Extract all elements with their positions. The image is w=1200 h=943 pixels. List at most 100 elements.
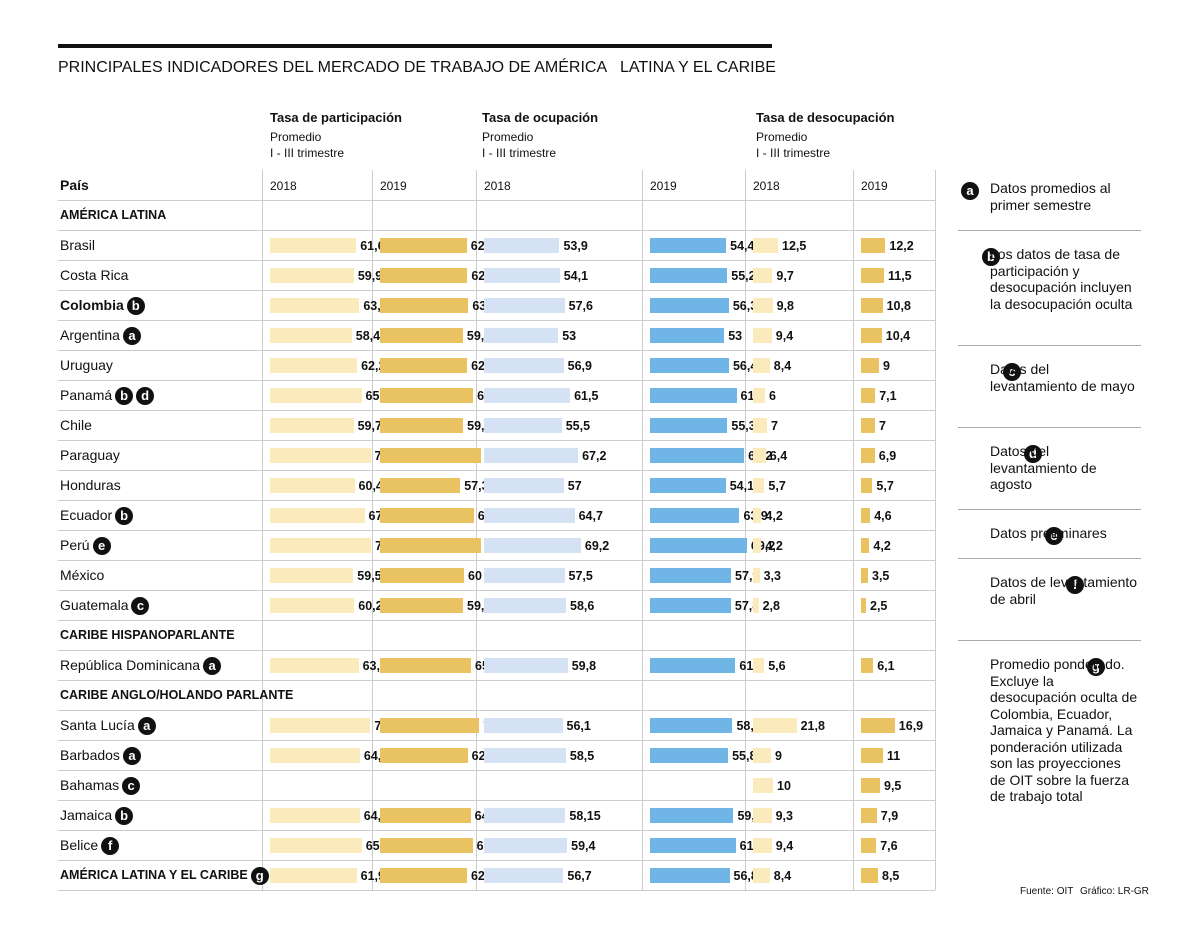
row-line [58, 680, 935, 681]
row-line [58, 260, 935, 261]
value-label: 10 [777, 779, 791, 793]
value-label: 6,4 [769, 449, 788, 463]
note-badge: a [122, 327, 141, 346]
note-key: d [1024, 445, 1042, 463]
country-name: Jamaica [60, 807, 113, 823]
row-line [58, 800, 935, 801]
value-label: 56,4 [732, 359, 758, 373]
bar [650, 478, 726, 493]
value-label: 64,7 [578, 509, 603, 523]
bar [753, 808, 772, 823]
value-label: 58,15 [569, 809, 601, 823]
bar [650, 508, 740, 523]
bar [380, 238, 467, 253]
country-name: Guatemala [60, 597, 129, 613]
country-name: Barbados [60, 747, 120, 763]
value-label: 4,6 [874, 509, 892, 523]
bar [753, 568, 760, 583]
bar [650, 358, 729, 373]
note-badge: b [115, 807, 134, 826]
value-label: 57,6 [568, 299, 593, 313]
bar [861, 778, 880, 793]
bar [484, 388, 571, 403]
value-label: 61,6 [360, 239, 385, 253]
bar [861, 478, 873, 493]
row-line [58, 200, 935, 201]
bar [484, 508, 575, 523]
country-name: AMÉRICA LATINA Y EL CARIBE [60, 868, 248, 882]
group-period: I - III trimestre [482, 146, 557, 160]
country-cell: Uruguay [60, 356, 113, 374]
bar [484, 238, 560, 253]
row-line [58, 860, 935, 861]
note-text: Los datos de tasa de participación y des… [990, 246, 1133, 312]
bar [380, 658, 471, 673]
note-badge: a [122, 747, 141, 766]
note-separator [958, 345, 1141, 346]
value-label: 4,2 [765, 539, 783, 553]
year-label: 2019 [861, 179, 888, 193]
value-label: 56,9 [567, 359, 592, 373]
bar [270, 748, 360, 763]
value-label: 11,5 [888, 269, 912, 283]
country-cell: Chile [60, 416, 92, 434]
value-label: 16,9 [898, 719, 924, 733]
bar [650, 238, 727, 253]
row-line [58, 620, 935, 621]
bar [270, 838, 362, 853]
bar [753, 868, 770, 883]
value-label: 7,1 [879, 389, 897, 403]
bar [484, 358, 564, 373]
bar [650, 268, 728, 283]
note-text: Datos del levantamiento de mayo [990, 361, 1135, 394]
note-separator [958, 230, 1141, 231]
note-key: c [1003, 363, 1021, 381]
country-name: Perú [60, 537, 90, 553]
value-label: 61,5 [574, 389, 599, 403]
bar [380, 838, 473, 853]
bar [380, 268, 468, 283]
country-name: Chile [60, 417, 92, 433]
bar [650, 718, 733, 733]
bar [270, 358, 358, 373]
source: Fuente: OIT [1020, 886, 1074, 897]
bar [861, 418, 875, 433]
country-cell: Colombia b [60, 296, 145, 316]
bar [753, 448, 766, 463]
note-key: a [961, 182, 979, 200]
bar [650, 538, 747, 553]
note-badge: b [115, 507, 134, 526]
country-name: Ecuador [60, 507, 113, 523]
value-label: 9,3 [775, 809, 793, 823]
value-label: 55,5 [565, 419, 591, 433]
bar [380, 388, 474, 403]
bar [380, 718, 480, 733]
note-key: f [1066, 576, 1084, 594]
column-line [935, 170, 936, 890]
bar [753, 598, 759, 613]
bar [484, 808, 566, 823]
bar [270, 808, 360, 823]
note-separator [958, 558, 1141, 559]
bar [270, 478, 355, 493]
value-label: 55,2 [731, 269, 756, 283]
bar [484, 838, 568, 853]
value-label: 9,5 [884, 779, 902, 793]
row-line [58, 230, 935, 231]
bar [650, 868, 730, 883]
country-cell: Paraguay [60, 446, 120, 464]
value-label: 5,7 [768, 479, 786, 493]
value-label: 9,7 [776, 269, 794, 283]
bar [270, 718, 371, 733]
bar [380, 328, 463, 343]
note-badge: c [122, 777, 141, 796]
value-label: 61 [739, 659, 754, 673]
bar [484, 868, 564, 883]
note-text: Datos promedios al primer semestre [990, 180, 1111, 213]
value-label: 58,4 [355, 329, 381, 343]
bar [753, 238, 778, 253]
bar [270, 658, 359, 673]
bar [861, 718, 895, 733]
country-name: México [60, 567, 105, 583]
row-line [58, 440, 935, 441]
